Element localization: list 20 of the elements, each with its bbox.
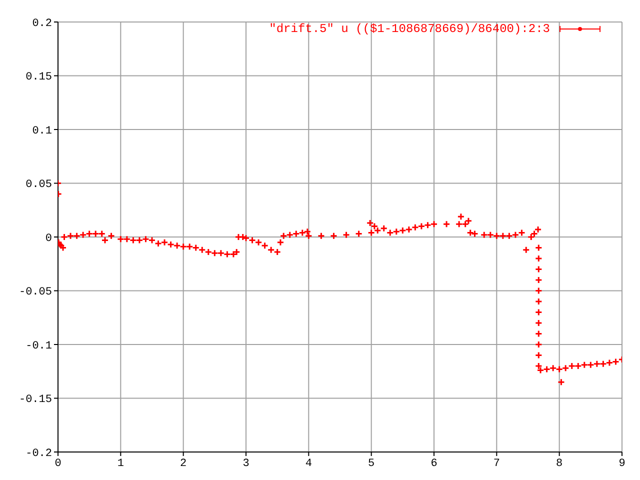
y-tick-label: 0 [45,232,52,245]
x-tick-label: 9 [618,458,626,470]
x-tick-label: 6 [430,458,438,470]
x-tick-label: 4 [305,458,312,470]
y-tick-label: -0.05 [18,286,52,299]
x-tick-label: 0 [54,458,62,470]
x-tick-label: 2 [180,458,187,470]
y-tick-label: -0.2 [26,448,52,460]
x-tick-label: 1 [117,458,124,470]
y-tick-label: -0.15 [18,394,52,406]
y-tick-label: 0.1 [32,125,52,138]
y-tick-label: 0.05 [26,179,52,192]
y-tick-label: 0.2 [32,18,52,30]
x-tick-label: 7 [493,458,500,470]
y-tick-label: 0.15 [26,72,52,84]
x-tick-label: 8 [556,458,563,470]
legend-label: "drift.5" u (($1-1086878669)/86400):2:3 [269,22,550,36]
y-tick-label: -0.1 [26,340,52,352]
x-tick-label: 3 [242,458,250,470]
x-tick-label: 5 [368,458,375,470]
